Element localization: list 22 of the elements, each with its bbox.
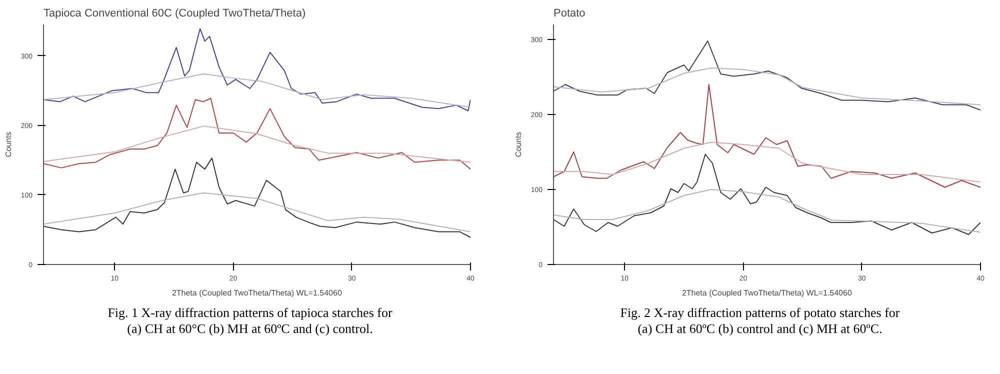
line-series: [554, 84, 980, 188]
line-series: [44, 28, 470, 112]
x-axis-title: 2Theta (Coupled TwoTheta/Theta) WL=1.54060: [682, 288, 852, 298]
line-series: [554, 68, 980, 106]
line-series: [44, 73, 470, 108]
caption: Fig. 1 X-ray diffraction patterns of tapioca starches for: [108, 305, 392, 320]
line-series: [554, 142, 980, 182]
caption: Fig. 2 X-ray diffraction patterns of potato starches for: [620, 305, 900, 320]
line-series: [44, 98, 470, 170]
x-axis-title: 2Theta (Coupled TwoTheta/Theta) WL=1.54060: [172, 288, 342, 298]
line-series: [554, 189, 980, 233]
line-series: [554, 40, 980, 110]
text: (a) CH at 60°C (b) MH at 60ºC and (c) control.: [127, 320, 373, 336]
chart-title: Potato: [554, 8, 586, 20]
y-axis-title: Counts: [4, 132, 13, 158]
chart-title: Tapioca Conventional 60C (Coupled TwoTheta/Theta): [44, 8, 306, 20]
text: (a) CH at 60ºC (b) control and (c) MH at 60ºC.: [638, 320, 882, 336]
line-series: [44, 192, 470, 232]
y-axis-title: Counts: [514, 132, 523, 158]
line-series: [554, 154, 980, 235]
line-series: [44, 158, 470, 238]
line-series: [44, 126, 470, 163]
